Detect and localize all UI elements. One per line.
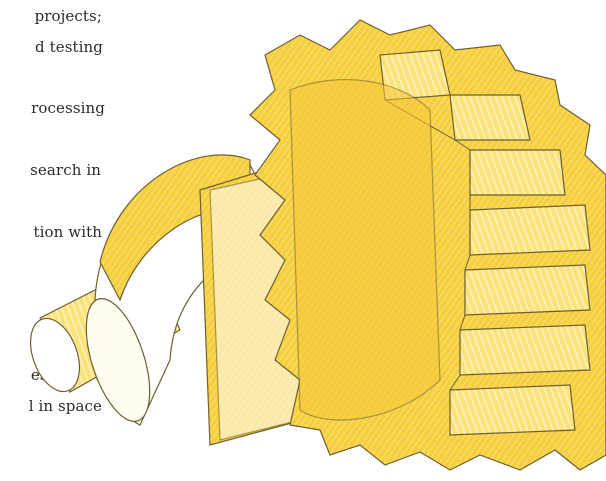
gear-wheel bbox=[249, 19, 606, 471]
text-line-3: rocessing bbox=[31, 99, 105, 117]
text-line-7: l in space bbox=[28, 397, 102, 415]
text-line-5: tion with bbox=[33, 223, 102, 241]
text-line-2: d testing bbox=[35, 38, 103, 56]
text-line-1: projects; bbox=[34, 7, 102, 25]
gear-icon bbox=[29, 19, 606, 471]
text-line-4: search in bbox=[30, 161, 101, 179]
